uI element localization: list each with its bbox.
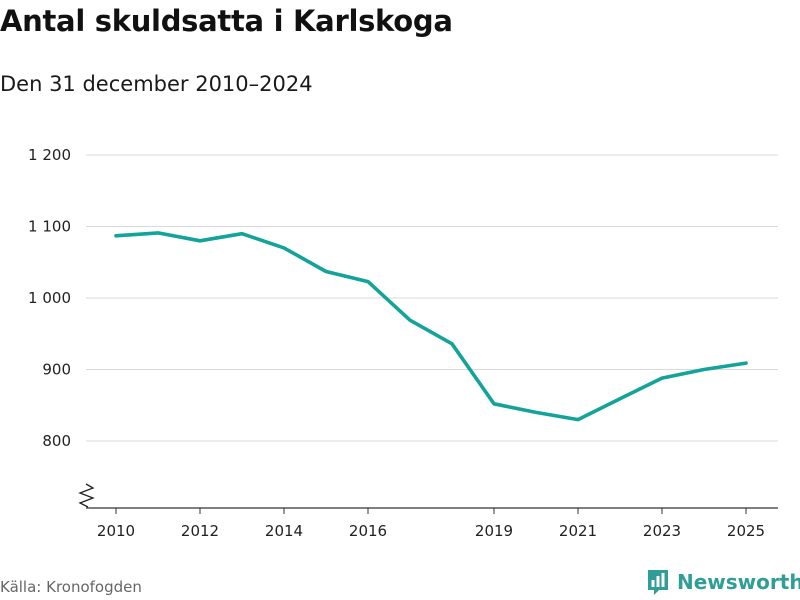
source-note: Källa: Kronofogden: [0, 578, 142, 596]
x-tick-label: 2014: [265, 522, 303, 540]
y-tick-label: 800: [42, 432, 71, 450]
y-axis-ticks: 800 900 1 000 1 100 1 200: [28, 146, 71, 450]
brand-name: Newsworthy: [677, 570, 800, 594]
series-layer: [114, 231, 748, 422]
x-axis-ticks: 2010 2012 2014 2016 2019 2021 2023 2025: [97, 508, 765, 540]
bar-chart-logo-icon: [648, 570, 668, 595]
y-tick-label: 1 100: [28, 218, 71, 236]
x-tick-label: 2016: [349, 522, 387, 540]
series-line: [114, 231, 748, 422]
gridlines: [86, 154, 778, 442]
chart-title: Antal skuldsatta i Karlskoga: [0, 4, 453, 38]
axis-break-icon: [78, 483, 95, 508]
x-axis: [78, 483, 778, 509]
chart-subtitle: Den 31 december 2010–2024: [0, 72, 313, 96]
x-tick-label: 2023: [643, 522, 681, 540]
x-tick-label: 2012: [181, 522, 219, 540]
y-tick-label: 1 000: [28, 289, 71, 307]
brand-logo: Newsworthy: [646, 568, 800, 596]
x-tick-label: 2025: [727, 522, 765, 540]
x-tick-label: 2010: [97, 522, 135, 540]
x-tick-label: 2021: [559, 522, 597, 540]
x-tick-label: 2019: [475, 522, 513, 540]
y-tick-label: 900: [42, 361, 71, 379]
y-tick-label: 1 200: [28, 146, 71, 164]
